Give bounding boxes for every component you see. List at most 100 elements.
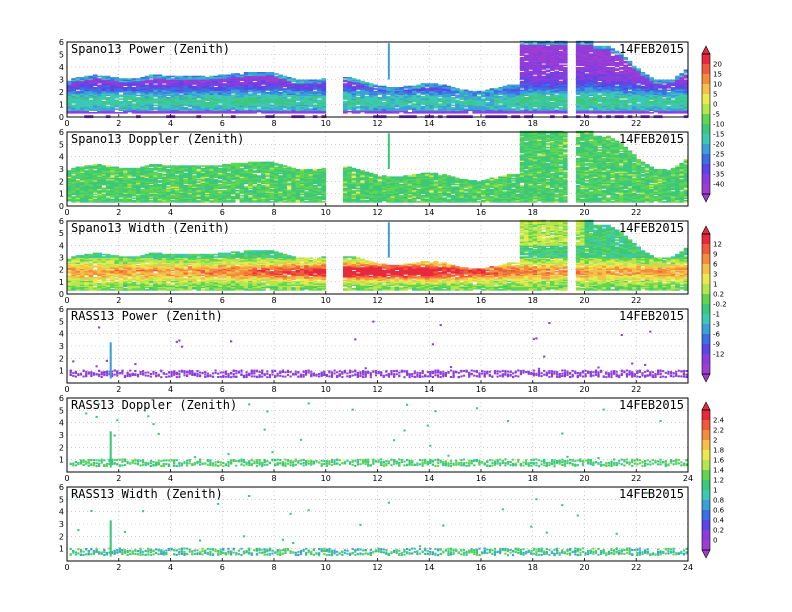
data-cell: [308, 105, 314, 108]
data-cell: [123, 107, 128, 109]
data-cell: [97, 164, 102, 166]
data-cell: [123, 89, 128, 92]
data-cell: [377, 92, 383, 94]
data-cell: [170, 110, 176, 113]
data-cell: [360, 82, 365, 84]
data-cell: [230, 105, 236, 108]
data-cell: [144, 112, 150, 114]
data-cell: [274, 103, 279, 105]
data-cell: [442, 109, 447, 112]
data-cell: [364, 107, 370, 109]
data-cell: [88, 89, 94, 92]
data-cell: [123, 105, 128, 108]
data-cell: [157, 80, 163, 83]
data-cell: [304, 87, 309, 89]
data-cell: [304, 112, 309, 114]
data-cell: [79, 79, 85, 82]
data-cell: [364, 93, 370, 95]
data-cell: [433, 89, 439, 92]
data-cell: [269, 94, 275, 97]
data-cell: [386, 100, 391, 103]
data-cell: [308, 95, 314, 98]
data-cell: [502, 109, 508, 112]
data-cell: [468, 100, 473, 103]
data-cell: [136, 110, 141, 113]
data-cell: [101, 89, 107, 92]
data-cell: [131, 82, 137, 84]
data-cell: [364, 100, 370, 103]
data-cell: [347, 100, 352, 103]
data-cell: [148, 77, 154, 79]
data-cell: [360, 98, 365, 100]
data-cell: [481, 99, 486, 102]
data-cell: [274, 75, 279, 78]
data-cell: [355, 94, 361, 97]
data-cell: [110, 95, 115, 98]
data-cell: [161, 105, 167, 108]
data-cell: [252, 85, 258, 88]
data-cell: [299, 95, 305, 98]
data-cell: [67, 170, 72, 172]
data-cell: [205, 94, 210, 97]
data-cell: [88, 95, 94, 98]
data-cell: [153, 107, 158, 109]
data-cell: [519, 78, 525, 80]
data-cell: [381, 107, 387, 109]
data-cell: [450, 112, 456, 114]
data-cell: [278, 100, 283, 103]
data-cell: [243, 99, 249, 102]
data-cell: [79, 82, 85, 84]
x-tick-label: 6: [220, 119, 225, 128]
data-cell: [252, 99, 258, 102]
data-cell: [493, 95, 499, 98]
panel-date: 14FEB2015: [619, 42, 684, 56]
data-cell: [101, 88, 107, 90]
data-cell: [243, 103, 249, 105]
data-cell: [286, 83, 292, 85]
data-cell: [442, 102, 447, 104]
data-cell: [493, 89, 499, 92]
data-cell: [217, 102, 223, 104]
data-cell: [274, 104, 279, 107]
data-cell: [200, 83, 206, 85]
data-cell: [269, 87, 275, 89]
data-cell: [174, 95, 180, 98]
data-cell: [295, 103, 301, 105]
data-cell: [239, 78, 245, 80]
data-cell: [269, 93, 275, 95]
data-cell: [243, 95, 249, 98]
data-cell: [347, 97, 352, 99]
data-cell: [79, 109, 85, 112]
data-cell: [252, 89, 258, 92]
data-cell: [282, 77, 288, 79]
data-cell: [390, 93, 396, 95]
data-cell: [519, 87, 525, 89]
data-cell: [515, 89, 521, 92]
data-cell: [248, 80, 253, 83]
data-cell: [235, 107, 240, 109]
data-cell: [243, 97, 249, 99]
data-cell: [144, 82, 150, 84]
data-cell: [364, 83, 370, 85]
data-cell: [261, 94, 266, 97]
data-cell: [217, 100, 223, 103]
data-cell: [463, 97, 469, 99]
data-cell: [239, 85, 245, 88]
data-cell: [312, 85, 318, 88]
data-cell: [248, 87, 253, 89]
data-cell: [317, 105, 322, 108]
data-cell: [265, 102, 271, 104]
data-cell: [468, 109, 473, 112]
data-cell: [437, 89, 443, 92]
data-cell: [110, 80, 115, 83]
data-cell: [364, 92, 370, 94]
data-cell: [278, 105, 283, 108]
data-cell: [424, 97, 430, 99]
data-cell: [75, 103, 81, 105]
data-cell: [170, 104, 176, 107]
data-cell: [485, 105, 490, 108]
data-cell: [282, 93, 288, 95]
data-cell: [88, 92, 94, 94]
x-tick-label: 18: [528, 119, 538, 128]
data-cell: [282, 89, 288, 92]
